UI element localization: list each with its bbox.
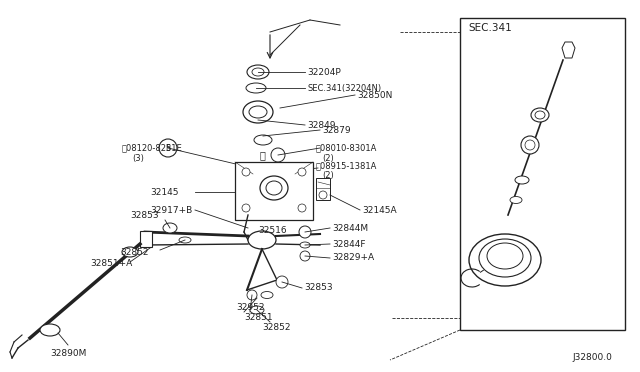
- Text: Ⓑ: Ⓑ: [260, 150, 266, 160]
- Text: 32145A: 32145A: [362, 205, 397, 215]
- Ellipse shape: [531, 108, 549, 122]
- Ellipse shape: [248, 231, 276, 249]
- Ellipse shape: [163, 223, 177, 233]
- Text: (2): (2): [322, 170, 333, 180]
- Circle shape: [242, 204, 250, 212]
- Ellipse shape: [300, 242, 310, 248]
- Text: Ⓦ08915-1381A: Ⓦ08915-1381A: [316, 161, 378, 170]
- Text: 32516: 32516: [258, 225, 287, 234]
- Ellipse shape: [273, 169, 283, 175]
- Text: 32853: 32853: [304, 283, 333, 292]
- Ellipse shape: [266, 181, 282, 195]
- Text: 32853: 32853: [130, 211, 159, 219]
- Text: SEC.341: SEC.341: [468, 23, 512, 33]
- Text: Ⓑ08120-8251E: Ⓑ08120-8251E: [122, 144, 183, 153]
- Text: 32850N: 32850N: [357, 90, 392, 99]
- Circle shape: [247, 290, 257, 300]
- Text: 32852: 32852: [262, 323, 291, 331]
- Circle shape: [271, 148, 285, 162]
- Text: 32829+A: 32829+A: [332, 253, 374, 263]
- Text: 32145: 32145: [150, 187, 179, 196]
- Circle shape: [298, 168, 306, 176]
- Polygon shape: [562, 42, 575, 58]
- Ellipse shape: [535, 111, 545, 119]
- Circle shape: [298, 204, 306, 212]
- Circle shape: [525, 140, 535, 150]
- Ellipse shape: [247, 65, 269, 79]
- Text: (2): (2): [322, 154, 333, 163]
- Text: J32800.0: J32800.0: [572, 353, 612, 362]
- Ellipse shape: [250, 306, 264, 314]
- Ellipse shape: [249, 106, 267, 118]
- Text: 32917+B: 32917+B: [150, 205, 192, 215]
- Ellipse shape: [510, 196, 522, 203]
- Circle shape: [319, 191, 327, 199]
- Text: 32849: 32849: [307, 121, 335, 129]
- Ellipse shape: [487, 243, 523, 269]
- Ellipse shape: [252, 68, 264, 76]
- Ellipse shape: [261, 292, 273, 298]
- Text: 32844M: 32844M: [332, 224, 368, 232]
- Ellipse shape: [260, 176, 288, 200]
- Ellipse shape: [515, 176, 529, 184]
- Ellipse shape: [122, 247, 138, 257]
- Ellipse shape: [40, 324, 60, 336]
- Bar: [235, 162, 313, 220]
- Circle shape: [521, 136, 539, 154]
- Text: SEC.341(32204N): SEC.341(32204N): [307, 83, 381, 93]
- Text: Ⓑ08010-8301A: Ⓑ08010-8301A: [316, 144, 378, 153]
- Text: B: B: [165, 144, 171, 153]
- Text: 32890M: 32890M: [50, 350, 86, 359]
- Circle shape: [276, 276, 288, 288]
- Ellipse shape: [243, 101, 273, 123]
- Text: 32879: 32879: [322, 125, 351, 135]
- Text: 32952: 32952: [236, 304, 264, 312]
- Ellipse shape: [479, 239, 531, 277]
- Bar: [140, 231, 152, 247]
- Bar: [460, 18, 625, 330]
- Circle shape: [159, 139, 177, 157]
- Text: 32204P: 32204P: [307, 67, 340, 77]
- Text: 32852: 32852: [120, 247, 148, 257]
- Ellipse shape: [179, 237, 191, 243]
- Circle shape: [300, 251, 310, 261]
- Ellipse shape: [246, 83, 266, 93]
- Bar: [316, 178, 330, 200]
- Text: 32844F: 32844F: [332, 240, 365, 248]
- Text: 32851+A: 32851+A: [90, 260, 132, 269]
- Ellipse shape: [469, 234, 541, 286]
- Ellipse shape: [254, 135, 272, 145]
- Text: 32851: 32851: [244, 314, 273, 323]
- Circle shape: [299, 226, 311, 238]
- Circle shape: [242, 168, 250, 176]
- Text: (3): (3): [132, 154, 144, 163]
